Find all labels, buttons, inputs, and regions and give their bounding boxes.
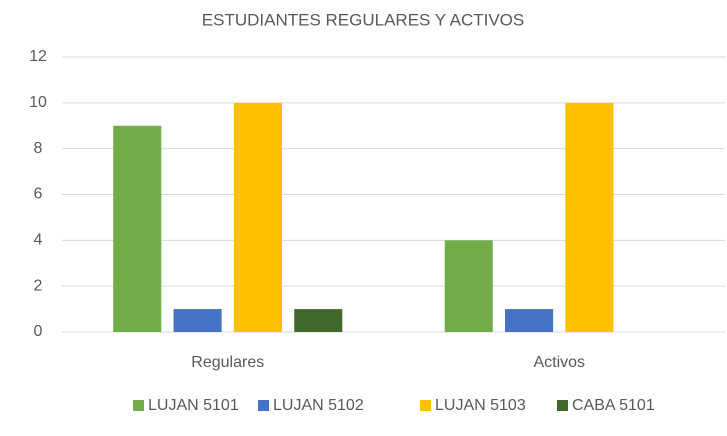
bar (505, 309, 554, 332)
x-tick-label: Activos (533, 354, 585, 371)
legend-swatch (557, 400, 568, 411)
legend-swatch (133, 400, 144, 411)
bar (444, 240, 493, 332)
legend-label: LUJAN 5101 (148, 397, 239, 414)
bar (294, 309, 343, 332)
legend-swatch (420, 400, 431, 411)
y-tick-label: 0 (34, 323, 43, 340)
y-tick-label: 8 (34, 140, 43, 157)
legend-label: LUJAN 5102 (273, 397, 364, 414)
y-tick-label: 12 (29, 48, 47, 65)
x-tick-label: Regulares (191, 354, 264, 371)
y-tick-label: 2 (34, 277, 43, 294)
bar (113, 125, 162, 332)
bar (233, 102, 282, 332)
y-tick-label: 4 (34, 232, 43, 249)
bar (565, 102, 614, 332)
bar (173, 309, 222, 332)
legend-swatch (258, 400, 269, 411)
chart-title: ESTUDIANTES REGULARES Y ACTIVOS (202, 10, 524, 29)
y-tick-label: 10 (29, 94, 47, 111)
legend-label: LUJAN 5103 (435, 397, 526, 414)
legend-label: CABA 5101 (572, 397, 655, 414)
y-tick-label: 6 (34, 186, 43, 203)
